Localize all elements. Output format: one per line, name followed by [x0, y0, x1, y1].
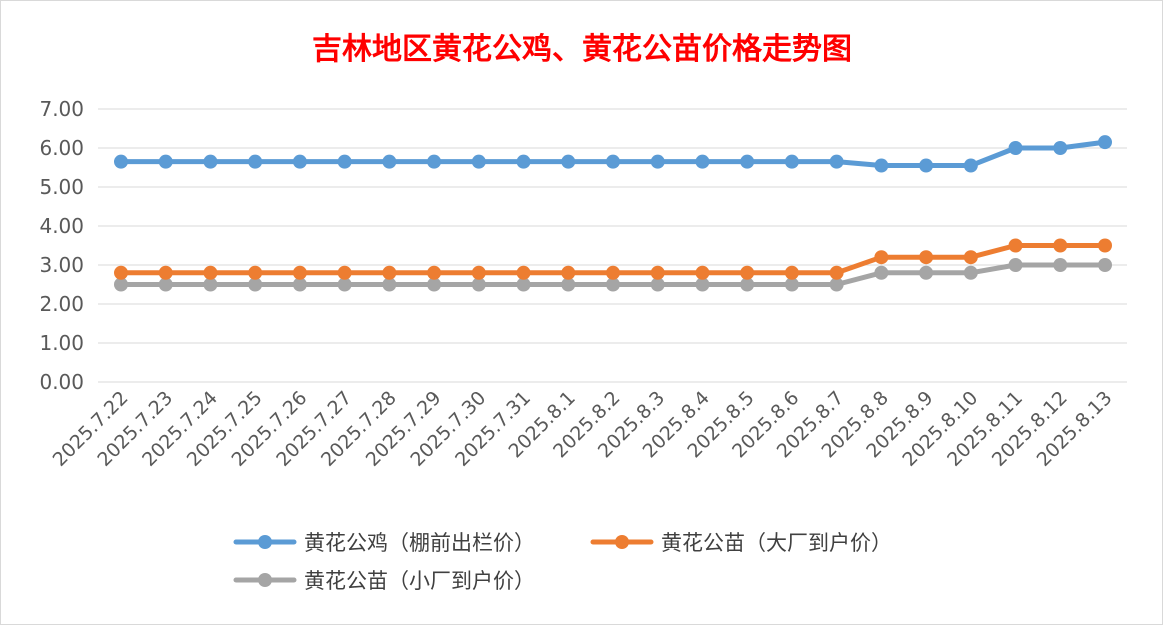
data-point — [158, 277, 173, 292]
data-point — [606, 154, 620, 169]
data-point — [1008, 258, 1023, 272]
data-point — [114, 265, 128, 280]
data-point — [516, 265, 531, 280]
data-point — [561, 265, 576, 280]
data-point — [471, 277, 486, 292]
data-point — [606, 265, 620, 280]
legend: 黄花公鸡（棚前出栏价） 黄花公苗（大厂到户价） 黄花公苗（小厂到户价） — [233, 531, 892, 593]
data-point — [561, 277, 576, 292]
y-tick-label: 5.00 — [39, 175, 84, 199]
series-layer — [114, 135, 1112, 292]
data-point — [963, 250, 978, 265]
data-point — [427, 265, 442, 280]
legend-label: 黄花公苗（大厂到户价） — [661, 531, 892, 555]
data-point — [471, 265, 486, 280]
data-point — [427, 277, 442, 292]
data-point — [337, 154, 352, 169]
y-tick-label: 2.00 — [39, 292, 84, 316]
data-point — [114, 154, 128, 169]
data-point — [1008, 238, 1023, 253]
legend-swatch-marker — [258, 573, 272, 587]
data-point — [695, 265, 710, 280]
legend-item: 黄花公鸡（棚前出栏价） — [233, 531, 535, 555]
data-point — [606, 277, 620, 292]
data-point — [829, 154, 844, 169]
data-point — [1098, 238, 1112, 253]
legend-swatch-marker — [258, 535, 272, 549]
data-point — [1098, 258, 1112, 272]
data-point — [695, 154, 710, 169]
data-point — [471, 154, 486, 169]
data-point — [158, 265, 173, 280]
data-point — [740, 265, 755, 280]
data-point — [1053, 258, 1068, 272]
data-point — [874, 265, 889, 280]
data-point — [1053, 238, 1068, 253]
data-point — [516, 154, 531, 169]
data-point — [1053, 141, 1068, 155]
data-point — [516, 277, 531, 292]
data-point — [963, 158, 978, 173]
y-tick-label: 4.00 — [39, 214, 84, 238]
data-point — [784, 277, 799, 292]
data-point — [203, 265, 218, 280]
data-point — [292, 154, 307, 169]
y-axis-ticks: 0.00 1.00 2.00 3.00 4.00 5.00 6.00 7.00 — [39, 97, 84, 394]
legend-label: 黄花公苗（小厂到户价） — [304, 569, 535, 593]
data-point — [427, 154, 442, 169]
data-point — [337, 265, 352, 280]
data-point — [248, 265, 263, 280]
data-point — [919, 158, 934, 173]
data-point — [382, 265, 397, 280]
data-point — [650, 277, 665, 292]
data-point — [874, 250, 889, 265]
data-point — [158, 154, 173, 169]
series-group — [114, 238, 1112, 280]
legend-swatch-marker — [615, 535, 629, 549]
series-group — [114, 258, 1112, 292]
y-tick-label: 6.00 — [39, 136, 84, 160]
data-point — [248, 154, 263, 169]
y-tick-label: 7.00 — [39, 97, 84, 121]
data-point — [784, 154, 799, 169]
data-point — [1098, 135, 1112, 150]
data-point — [382, 154, 397, 169]
data-point — [114, 277, 128, 292]
data-point — [963, 265, 978, 280]
data-point — [650, 154, 665, 169]
data-point — [740, 277, 755, 292]
data-point — [695, 277, 710, 292]
data-point — [919, 250, 934, 265]
data-point — [874, 158, 889, 173]
data-point — [784, 265, 799, 280]
gridlines — [98, 108, 1127, 383]
data-point — [740, 154, 755, 169]
y-tick-label: 1.00 — [39, 331, 84, 355]
data-point — [650, 265, 665, 280]
chart-title: 吉林地区黄花公鸡、黄花公苗价格走势图 — [312, 32, 852, 67]
data-point — [382, 277, 397, 292]
legend-item: 黄花公苗（大厂到户价） — [590, 531, 892, 555]
data-point — [561, 154, 576, 169]
legend-label: 黄花公鸡（棚前出栏价） — [304, 531, 535, 555]
y-tick-label: 3.00 — [39, 253, 84, 277]
data-point — [829, 265, 844, 280]
data-point — [292, 277, 307, 292]
data-point — [919, 265, 934, 280]
legend-item: 黄花公苗（小厂到户价） — [233, 569, 535, 593]
data-point — [248, 277, 263, 292]
y-tick-label: 0.00 — [39, 370, 84, 394]
data-point — [292, 265, 307, 280]
data-point — [203, 277, 218, 292]
data-point — [203, 154, 218, 169]
x-axis-ticks: 2025.7.222025.7.232025.7.242025.7.252025… — [49, 387, 1117, 471]
data-point — [337, 277, 352, 292]
series-group — [114, 135, 1112, 173]
data-point — [1008, 141, 1023, 155]
data-point — [829, 277, 844, 292]
